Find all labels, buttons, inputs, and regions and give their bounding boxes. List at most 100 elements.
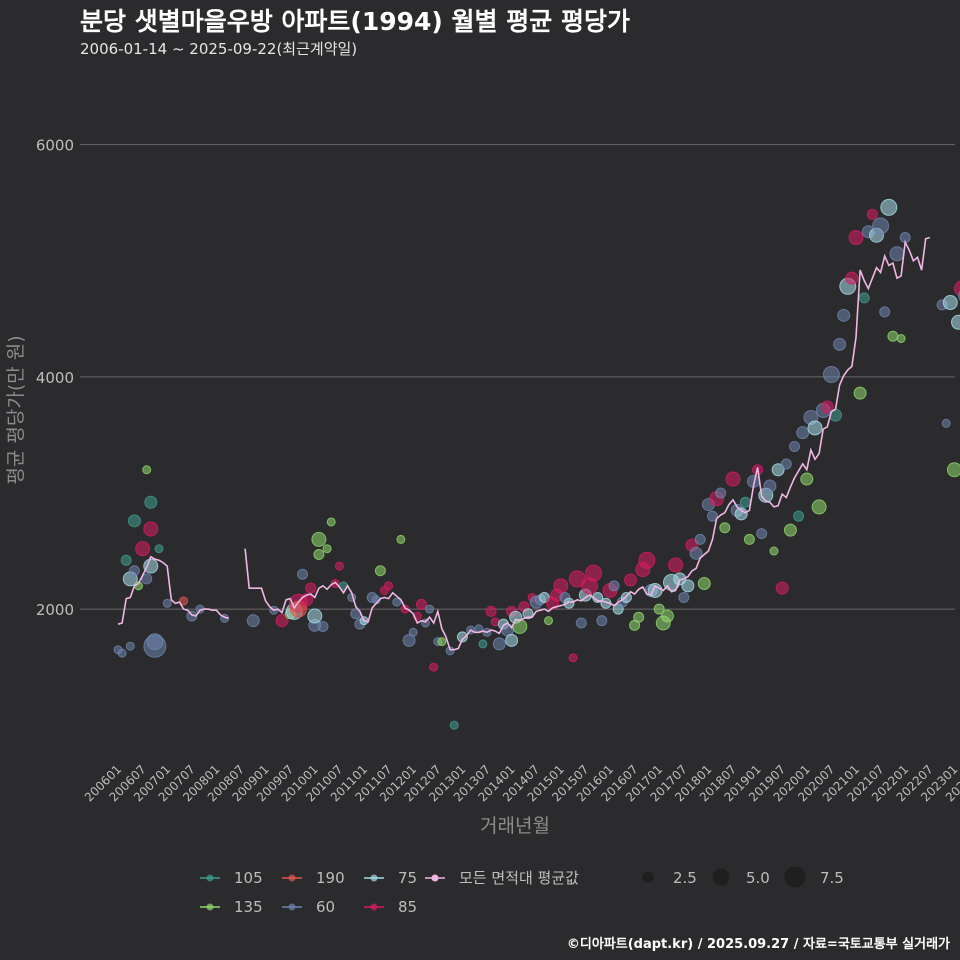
- data-point: [127, 514, 141, 528]
- legend-label-60: 60: [316, 898, 335, 916]
- data-point: [780, 458, 792, 470]
- data-point: [638, 551, 656, 569]
- data-point: [951, 314, 960, 330]
- y-tick-label: 2000: [36, 601, 74, 619]
- data-point: [620, 591, 632, 603]
- y-axis-title: 평균 평당가(만 원): [5, 335, 27, 484]
- data-point: [478, 639, 488, 649]
- data-point: [120, 554, 132, 566]
- data-point: [775, 581, 789, 595]
- data-point: [800, 472, 814, 486]
- data-point: [653, 603, 665, 615]
- legend-size-label: 7.5: [820, 869, 844, 887]
- data-point: [879, 306, 891, 318]
- legend-size-marker: [642, 871, 654, 883]
- average-series-line: [117, 555, 229, 625]
- data-point: [408, 627, 418, 637]
- data-point: [144, 495, 158, 509]
- legend-marker: [206, 874, 214, 882]
- data-point: [833, 337, 847, 351]
- data-point: [162, 598, 172, 608]
- data-point: [415, 598, 427, 610]
- data-point: [756, 528, 768, 540]
- data-point: [807, 420, 823, 436]
- data-point: [725, 471, 741, 487]
- data-point: [681, 579, 695, 593]
- data-point: [633, 611, 645, 623]
- data-point: [538, 591, 550, 603]
- legend-marker: [288, 903, 296, 911]
- legend-marker: [206, 903, 214, 911]
- data-point: [941, 418, 951, 428]
- data-point: [872, 217, 890, 235]
- data-point: [117, 648, 127, 658]
- data-point: [942, 295, 958, 311]
- data-point: [719, 522, 731, 534]
- data-point: [624, 573, 637, 587]
- data-point: [596, 615, 608, 627]
- y-axis-ticks: 2000 4000 6000: [36, 137, 74, 619]
- data-point: [575, 617, 587, 629]
- data-point: [715, 487, 727, 499]
- data-point: [946, 462, 960, 478]
- data-point: [739, 496, 751, 508]
- data-point: [820, 400, 834, 414]
- data-point: [313, 549, 325, 560]
- legend-avg-marker: [431, 874, 439, 882]
- data-point: [694, 533, 706, 545]
- legend-marker: [288, 874, 296, 882]
- data-point: [673, 572, 687, 586]
- data-point: [585, 564, 603, 582]
- data-point: [143, 558, 159, 574]
- legend: 105 135 190 60 75 85 모든 면적대 평균값 2.5 5.0 7.5: [200, 866, 844, 916]
- legend-avg-label: 모든 면적대 평균값: [459, 869, 579, 887]
- data-point: [307, 608, 323, 624]
- data-point: [743, 533, 755, 545]
- data-point: [317, 620, 329, 632]
- data-point: [697, 577, 711, 591]
- data-point: [783, 523, 797, 537]
- data-point: [769, 546, 779, 556]
- data-point: [563, 597, 575, 609]
- legend-label-135: 135: [234, 898, 263, 916]
- data-point: [334, 561, 344, 571]
- data-point: [505, 633, 519, 647]
- data-point: [853, 386, 867, 400]
- data-point: [275, 614, 289, 628]
- data-point: [707, 510, 718, 522]
- data-point: [553, 578, 569, 594]
- data-point: [734, 507, 748, 521]
- data-point: [896, 334, 906, 344]
- data-point: [128, 565, 140, 577]
- data-point: [425, 604, 435, 614]
- data-point: [179, 596, 189, 606]
- data-point: [689, 546, 703, 560]
- legend-label-85: 85: [398, 898, 417, 916]
- data-point: [848, 230, 864, 246]
- data-point: [485, 605, 497, 617]
- data-point: [154, 544, 164, 554]
- data-point: [421, 618, 430, 628]
- data-point: [135, 541, 151, 557]
- data-point: [305, 582, 317, 594]
- data-point: [449, 720, 459, 730]
- data-point: [125, 641, 135, 651]
- legend-label-75: 75: [398, 869, 417, 887]
- chart-title: 분당 샛별마을우방 아파트(1994) 월별 평균 평당가: [80, 7, 630, 36]
- data-point: [402, 633, 416, 647]
- x-axis-ticks: 2006012006072007012007072008012008072009…: [82, 762, 960, 804]
- data-point: [763, 479, 777, 493]
- legend-marker: [370, 874, 378, 882]
- data-point: [789, 441, 800, 453]
- legend-marker: [370, 903, 378, 911]
- data-point: [246, 614, 260, 628]
- data-point: [568, 653, 578, 663]
- average-line: [117, 236, 931, 651]
- data-point: [811, 499, 827, 515]
- data-point: [608, 580, 620, 592]
- average-series-line: [244, 236, 931, 651]
- data-point: [143, 521, 159, 537]
- y-tick-label: 4000: [36, 369, 74, 387]
- data-point: [311, 531, 327, 547]
